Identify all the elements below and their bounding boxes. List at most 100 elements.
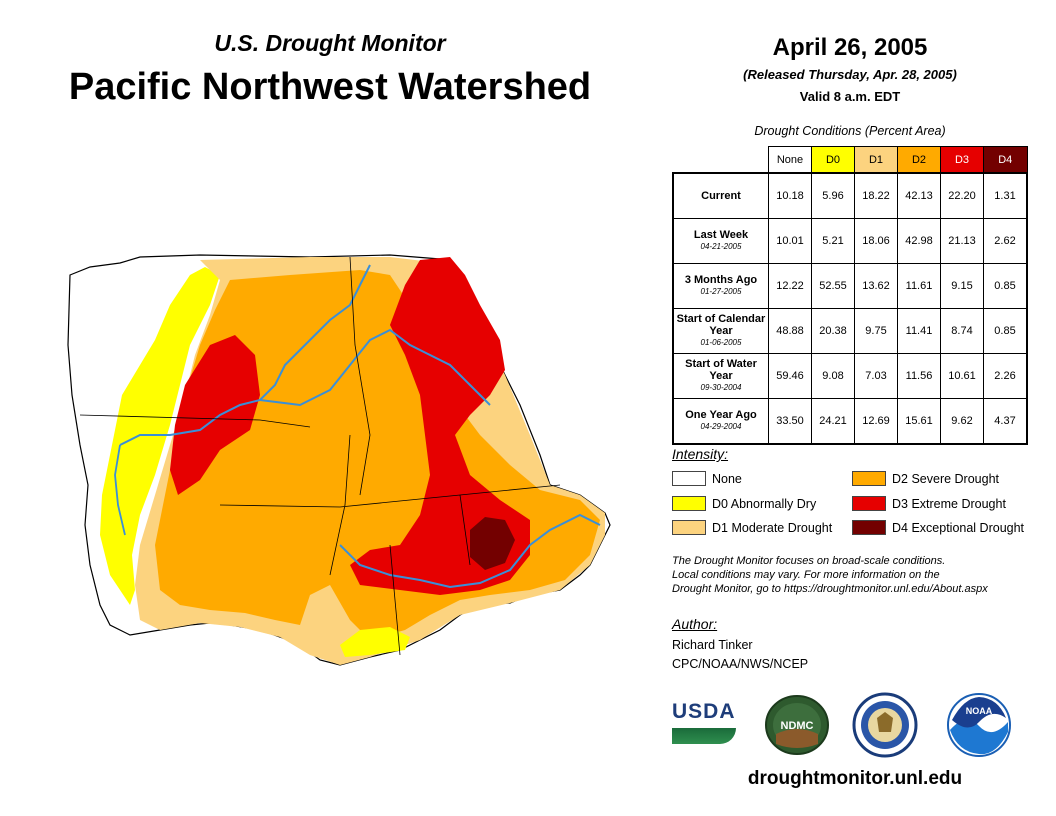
- row-label: Last Week 04-21-2005: [672, 218, 769, 264]
- legend-swatch: [852, 471, 886, 486]
- legend-swatch: [672, 496, 706, 511]
- snake-river: [259, 328, 491, 407]
- drought-stats-table: None D0 D1 D2 D3 D4 Current 10.18 5.96 1…: [672, 146, 1028, 445]
- cell: 5.96: [811, 172, 855, 219]
- disclaimer-note: The Drought Monitor focuses on broad-sca…: [672, 554, 1042, 596]
- cell: 10.18: [768, 172, 812, 219]
- d3-area-east: [350, 257, 530, 595]
- map-date: April 26, 2005: [772, 34, 928, 61]
- cell: 8.74: [940, 308, 984, 354]
- cell: 4.37: [983, 398, 1028, 445]
- legend-label: D2 Severe Drought: [892, 471, 1000, 486]
- cell: 12.69: [854, 398, 898, 445]
- ndmc-logo: NDMC: [765, 695, 829, 755]
- author-heading: Author:: [672, 616, 718, 632]
- col-d2: D2: [897, 146, 941, 174]
- cell: 9.75: [854, 308, 898, 354]
- drought-map: [67, 254, 611, 666]
- note-line: Local conditions may vary. For more info…: [672, 569, 940, 581]
- legend-label: D0 Abnormally Dry: [712, 496, 817, 511]
- cell: 2.62: [983, 218, 1028, 264]
- legend-item-none: None: [672, 471, 742, 486]
- cell: 59.46: [768, 353, 812, 399]
- legend-swatch: [852, 496, 886, 511]
- cell: 9.08: [811, 353, 855, 399]
- d0-area-south: [340, 627, 410, 657]
- cell: 10.01: [768, 218, 812, 264]
- cell: 18.22: [854, 172, 898, 219]
- cell: 11.61: [897, 263, 941, 309]
- cell: 33.50: [768, 398, 812, 445]
- legend-label: D4 Exceptional Drought: [892, 520, 1025, 535]
- commerce-seal: [852, 692, 918, 758]
- willamette-river: [114, 444, 126, 536]
- note-line: The Drought Monitor focuses on broad-sca…: [672, 555, 946, 567]
- usda-logo: USDA: [672, 700, 736, 748]
- cell: 7.03: [854, 353, 898, 399]
- legend-item-d4: D4 Exceptional Drought: [852, 520, 1024, 535]
- table-corner: [673, 147, 769, 174]
- row-label: 3 Months Ago 01-27-2005: [672, 263, 769, 309]
- legend-swatch: [672, 520, 706, 535]
- row-label: Start of Water Year 09-30-2004: [672, 353, 769, 399]
- row-label: Start of Calendar Year 01-06-2005: [672, 308, 769, 354]
- cell: 48.88: [768, 308, 812, 354]
- cell: 18.06: [854, 218, 898, 264]
- cell: 5.21: [811, 218, 855, 264]
- col-d3: D3: [940, 146, 984, 174]
- cell: 10.61: [940, 353, 984, 399]
- table-row: Current 10.18 5.96 18.22 42.13 22.20 1.3…: [672, 172, 1028, 219]
- table-row: Last Week 04-21-2005 10.01 5.21 18.06 42.…: [672, 218, 1028, 264]
- col-d1: D1: [854, 146, 898, 174]
- d3-area-west: [170, 335, 260, 495]
- row-label: Current: [672, 172, 769, 219]
- col-none: None: [768, 146, 812, 174]
- legend-label: D3 Extreme Drought: [892, 496, 1006, 511]
- cell: 11.56: [897, 353, 941, 399]
- table-row: Start of Calendar Year 01-06-2005 48.88 2…: [672, 308, 1028, 354]
- cell: 24.21: [811, 398, 855, 445]
- release-date: (Released Thursday, Apr. 28, 2005): [743, 67, 957, 82]
- table-caption: Drought Conditions (Percent Area): [754, 124, 946, 138]
- cell: 0.85: [983, 308, 1028, 354]
- snake-river-south: [339, 513, 601, 589]
- cell: 0.85: [983, 263, 1028, 309]
- legend-label: None: [712, 471, 742, 486]
- legend-item-d3: D3 Extreme Drought: [852, 496, 1006, 511]
- valid-time: Valid 8 a.m. EDT: [799, 89, 901, 104]
- author-org: CPC/NOAA/NWS/NCEP: [672, 657, 809, 671]
- cell: 1.31: [983, 172, 1028, 219]
- legend-item-d2: D2 Severe Drought: [852, 471, 999, 486]
- map-subtitle: U.S. Drought Monitor: [214, 30, 446, 56]
- table-row: One Year Ago 04-29-2004 33.50 24.21 12.69…: [672, 398, 1028, 445]
- cell: 52.55: [811, 263, 855, 309]
- noaa-logo: NOAA: [947, 693, 1011, 757]
- cell: 12.22: [768, 263, 812, 309]
- boundary-lines: [79, 256, 561, 656]
- table-row: Start of Water Year 09-30-2004 59.46 9.08…: [672, 353, 1028, 399]
- cell: 15.61: [897, 398, 941, 445]
- d4-area: [470, 517, 515, 570]
- note-line: Drought Monitor, go to https://droughtmo…: [672, 583, 988, 595]
- legend-title: Intensity:: [672, 446, 729, 462]
- ndmc-logo-text: NDMC: [781, 720, 814, 732]
- map-title: Pacific Northwest Watershed: [68, 66, 592, 108]
- col-d4: D4: [983, 146, 1028, 174]
- row-label: One Year Ago 04-29-2004: [672, 398, 769, 445]
- col-d0: D0: [811, 146, 855, 174]
- table-row: 3 Months Ago 01-27-2005 12.22 52.55 13.62…: [672, 263, 1028, 309]
- cell: 11.41: [897, 308, 941, 354]
- legend-swatch: [672, 471, 706, 486]
- author-name: Richard Tinker: [672, 638, 753, 652]
- cell: 9.62: [940, 398, 984, 445]
- noaa-logo-text: NOAA: [966, 706, 993, 716]
- legend-item-d0: D0 Abnormally Dry: [672, 496, 816, 511]
- legend-item-d1: D1 Moderate Drought: [672, 520, 832, 535]
- legend-label: D1 Moderate Drought: [712, 520, 833, 535]
- cell: 42.13: [897, 172, 941, 219]
- cell: 20.38: [811, 308, 855, 354]
- cell: 2.26: [983, 353, 1028, 399]
- cell: 22.20: [940, 172, 984, 219]
- cell: 9.15: [940, 263, 984, 309]
- website-url[interactable]: droughtmonitor.unl.edu: [747, 768, 963, 789]
